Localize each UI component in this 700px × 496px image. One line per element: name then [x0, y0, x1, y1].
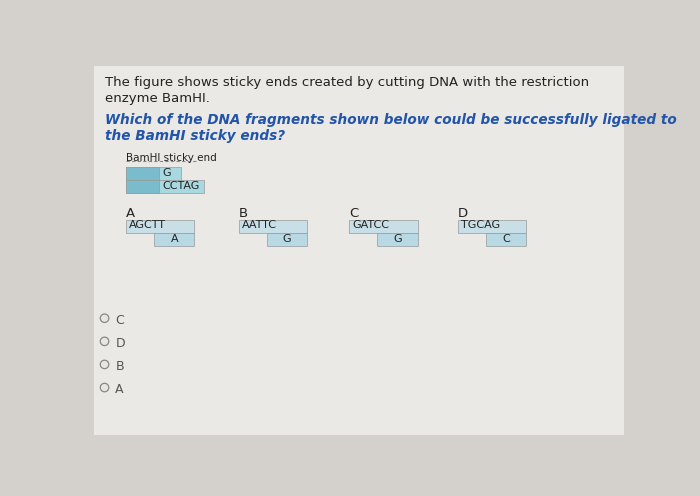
- Text: B: B: [116, 360, 124, 373]
- Text: A: A: [126, 207, 135, 220]
- Bar: [126, 167, 181, 181]
- Bar: [458, 220, 526, 233]
- Text: BamHI sticky end: BamHI sticky end: [126, 153, 217, 164]
- Text: C: C: [502, 234, 510, 244]
- Text: TGCAG: TGCAG: [461, 220, 500, 231]
- Bar: [377, 233, 418, 246]
- Text: AATTC: AATTC: [241, 220, 276, 231]
- Text: CCTAG: CCTAG: [162, 181, 200, 191]
- Bar: [486, 233, 526, 246]
- Circle shape: [100, 383, 108, 392]
- Text: B: B: [239, 207, 248, 220]
- Text: G: G: [282, 234, 291, 244]
- Text: A: A: [171, 234, 178, 244]
- Text: C: C: [349, 207, 358, 220]
- Bar: [126, 181, 204, 193]
- Text: G: G: [393, 234, 402, 244]
- Bar: [126, 167, 159, 181]
- Bar: [154, 233, 195, 246]
- Bar: [239, 220, 307, 233]
- Text: C: C: [116, 313, 124, 327]
- Text: D: D: [116, 337, 125, 350]
- Text: A: A: [116, 383, 124, 396]
- Text: the BamHI sticky ends?: the BamHI sticky ends?: [104, 129, 285, 143]
- Bar: [126, 181, 159, 193]
- Bar: [349, 220, 418, 233]
- Circle shape: [100, 360, 108, 369]
- Text: GATCC: GATCC: [353, 220, 389, 231]
- Text: enzyme BamHI.: enzyme BamHI.: [104, 92, 209, 105]
- Text: D: D: [458, 207, 468, 220]
- Text: The figure shows sticky ends created by cutting DNA with the restriction: The figure shows sticky ends created by …: [104, 76, 589, 89]
- Circle shape: [100, 337, 108, 346]
- Bar: [267, 233, 307, 246]
- Text: G: G: [162, 168, 171, 178]
- Circle shape: [100, 314, 108, 322]
- Text: Which of the DNA fragments shown below could be successfully ligated to: Which of the DNA fragments shown below c…: [104, 114, 676, 127]
- Text: AGCTT: AGCTT: [130, 220, 167, 231]
- Bar: [126, 220, 195, 233]
